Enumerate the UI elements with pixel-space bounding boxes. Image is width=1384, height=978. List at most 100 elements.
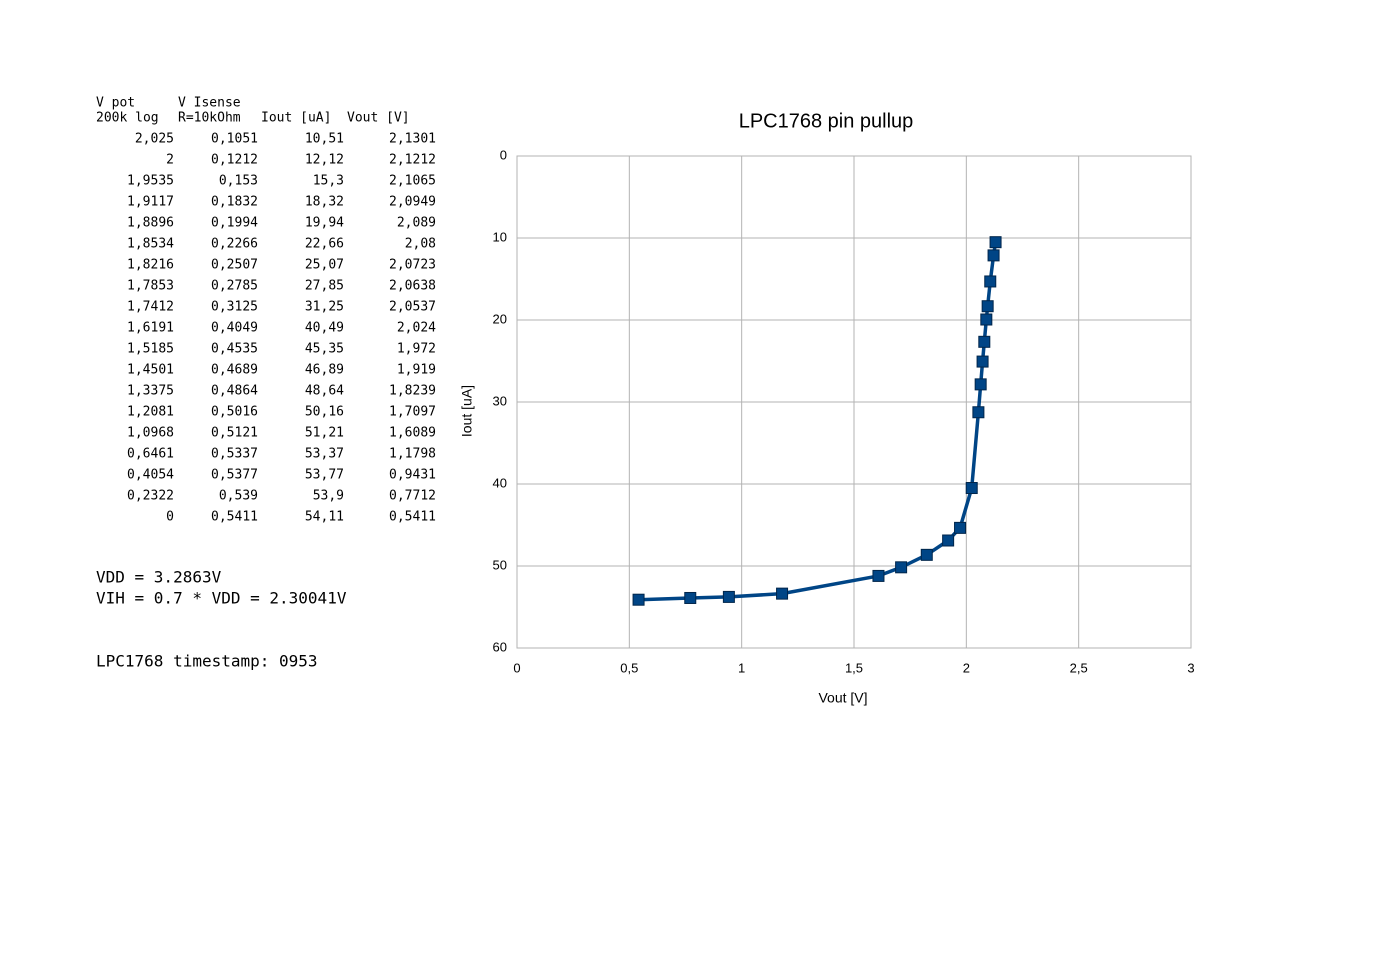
table-header: R=10kOhm [178,111,241,126]
x-tick-label: 2 [963,660,970,675]
table-cell: 0,5377 [211,468,258,483]
y-tick-label: 50 [493,557,507,572]
x-axis-label: Vout [V] [818,690,867,706]
table-cell: 2,1065 [389,174,436,189]
table-header: 200k log [96,111,159,126]
series-line [638,241,998,602]
table-cell: 1,4501 [127,363,174,378]
table-cell: 0,2507 [211,258,258,273]
table-cell: 1,5185 [127,342,174,357]
table-cell: 45,35 [305,342,344,357]
table-cell: 0,4864 [211,384,258,399]
note: VDD = 3.2863V [96,568,222,587]
data-point [920,548,933,561]
table-cell: 10,51 [305,132,344,147]
table-cell: 1,8216 [127,258,174,273]
table-cell: 1,6191 [127,321,174,336]
y-tick-label: 0 [500,147,507,162]
y-tick-label: 20 [493,311,507,326]
chart-title: LPC1768 pin pullup [739,110,914,132]
x-tick-label: 0,5 [620,660,638,675]
table-cell: 0,5411 [211,510,258,525]
table-cell: 1,8239 [389,384,436,399]
x-tick-label: 1,5 [845,660,863,675]
table-cell: 1,7412 [127,300,174,315]
data-point [942,534,955,547]
table-cell: 27,85 [305,279,344,294]
table-cell: 46,89 [305,363,344,378]
data-point [722,590,735,603]
table-cell: 1,6089 [389,426,436,441]
table-cell: 0,5337 [211,447,258,462]
data-point [987,249,1000,262]
table-cell: 0,153 [219,174,258,189]
table-cell: 53,9 [313,489,344,504]
table-cell: 0,4054 [127,468,174,483]
table-cell: 1,3375 [127,384,174,399]
data-point [895,561,908,574]
table-cell: 15,3 [313,174,344,189]
table-cell: 25,07 [305,258,344,273]
table-cell: 2,089 [397,216,436,231]
table-cell: 1,1798 [389,447,436,462]
data-point [872,569,885,582]
y-tick-label: 10 [493,229,507,244]
table-cell: 54,11 [305,510,344,525]
note: LPC1768 timestamp: 0953 [96,652,318,671]
table-cell: 2,0949 [389,195,436,210]
table-cell: 0 [166,510,174,525]
data-point [684,591,697,604]
table-cell: 0,3125 [211,300,258,315]
table-cell: 31,25 [305,300,344,315]
table-cell: 0,4535 [211,342,258,357]
table-cell: 1,8896 [127,216,174,231]
table-cell: 1,7097 [389,405,436,420]
table-cell: 40,49 [305,321,344,336]
table-cell: 1,9535 [127,174,174,189]
y-tick-label: 60 [493,639,507,654]
table-cell: 18,32 [305,195,344,210]
table-header: Iout [uA] [261,111,331,126]
table-cell: 51,21 [305,426,344,441]
table-cell: 19,94 [305,216,344,231]
data-point [984,275,997,288]
y-tick-label: 30 [493,393,507,408]
table-cell: 53,77 [305,468,344,483]
table-cell: 2,08 [405,237,436,252]
table-cell: 1,9117 [127,195,174,210]
table-cell: 0,2322 [127,489,174,504]
table-cell: 1,919 [397,363,436,378]
table-cell: 0,9431 [389,468,436,483]
table-cell: 2,0723 [389,258,436,273]
table-cell: 53,37 [305,447,344,462]
table-cell: 2,1301 [389,132,436,147]
y-tick-label: 40 [493,475,507,490]
table-header: V Isense [178,96,241,111]
note: VIH = 0.7 * VDD = 2.30041V [96,589,347,608]
data-point [978,335,991,348]
x-tick-label: 3 [1187,660,1194,675]
table-cell: 0,5121 [211,426,258,441]
table-cell: 0,1212 [211,153,258,168]
table-cell: 0,1051 [211,132,258,147]
table-cell: 2 [166,153,174,168]
plot-frame [516,155,1192,649]
table-cell: 2,024 [397,321,436,336]
data-point [980,313,993,326]
data-point [972,406,985,419]
data-point [976,355,989,368]
x-tick-label: 0 [513,660,520,675]
table-cell: 0,6461 [127,447,174,462]
data-point [632,593,645,606]
table-cell: 0,1994 [211,216,258,231]
table-cell: 1,972 [397,342,436,357]
data-point [954,521,967,534]
x-tick-label: 1 [738,660,745,675]
table-cell: 1,0968 [127,426,174,441]
table-cell: 0,5016 [211,405,258,420]
table-cell: 0,2785 [211,279,258,294]
table-cell: 0,1832 [211,195,258,210]
table-cell: 0,2266 [211,237,258,252]
table-cell: 1,8534 [127,237,174,252]
